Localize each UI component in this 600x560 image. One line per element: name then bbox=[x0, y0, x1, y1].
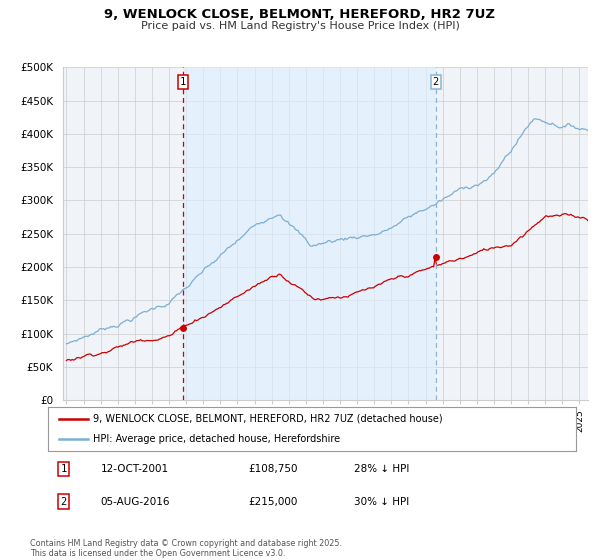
Text: 2: 2 bbox=[61, 497, 67, 507]
Text: 9, WENLOCK CLOSE, BELMONT, HEREFORD, HR2 7UZ (detached house): 9, WENLOCK CLOSE, BELMONT, HEREFORD, HR2… bbox=[93, 414, 443, 424]
Text: 28% ↓ HPI: 28% ↓ HPI bbox=[354, 464, 410, 474]
Text: 2: 2 bbox=[433, 77, 439, 87]
Text: £108,750: £108,750 bbox=[248, 464, 298, 474]
Text: 9, WENLOCK CLOSE, BELMONT, HEREFORD, HR2 7UZ: 9, WENLOCK CLOSE, BELMONT, HEREFORD, HR2… bbox=[104, 8, 496, 21]
Text: HPI: Average price, detached house, Herefordshire: HPI: Average price, detached house, Here… bbox=[93, 433, 340, 444]
Text: £215,000: £215,000 bbox=[248, 497, 298, 507]
Text: 05-AUG-2016: 05-AUG-2016 bbox=[101, 497, 170, 507]
Bar bbox=[182, 67, 436, 400]
Text: 1: 1 bbox=[179, 77, 185, 87]
Text: Price paid vs. HM Land Registry's House Price Index (HPI): Price paid vs. HM Land Registry's House … bbox=[140, 21, 460, 31]
Text: Contains HM Land Registry data © Crown copyright and database right 2025.
This d: Contains HM Land Registry data © Crown c… bbox=[30, 539, 342, 558]
Text: 12-OCT-2001: 12-OCT-2001 bbox=[101, 464, 169, 474]
Text: 1: 1 bbox=[61, 464, 67, 474]
Text: 30% ↓ HPI: 30% ↓ HPI bbox=[354, 497, 409, 507]
